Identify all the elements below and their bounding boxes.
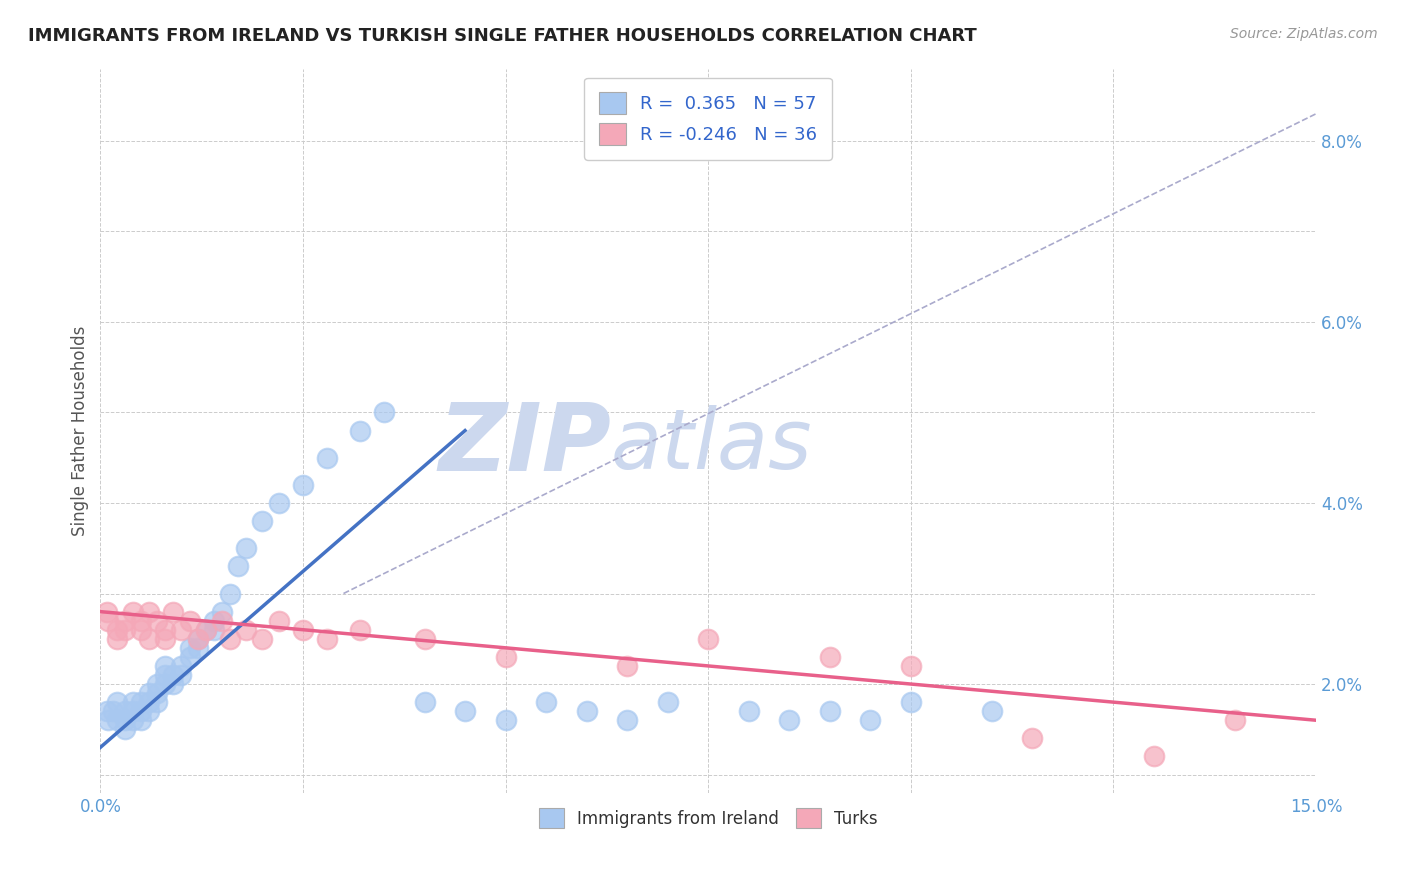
Point xyxy=(170,659,193,673)
Point xyxy=(211,614,233,628)
Point xyxy=(495,713,517,727)
Point xyxy=(114,723,136,737)
Point xyxy=(121,713,143,727)
Point xyxy=(267,496,290,510)
Point xyxy=(153,677,176,691)
Point xyxy=(179,649,201,664)
Point xyxy=(179,640,201,655)
Point xyxy=(738,704,761,718)
Point xyxy=(138,704,160,718)
Text: IMMIGRANTS FROM IRELAND VS TURKISH SINGLE FATHER HOUSEHOLDS CORRELATION CHART: IMMIGRANTS FROM IRELAND VS TURKISH SINGL… xyxy=(28,27,977,45)
Point xyxy=(534,695,557,709)
Point xyxy=(162,605,184,619)
Point xyxy=(114,623,136,637)
Point xyxy=(129,614,152,628)
Point xyxy=(146,677,169,691)
Point xyxy=(101,704,124,718)
Point xyxy=(202,614,225,628)
Point xyxy=(291,478,314,492)
Point xyxy=(900,659,922,673)
Point xyxy=(235,541,257,556)
Point xyxy=(413,695,436,709)
Point xyxy=(162,677,184,691)
Point xyxy=(138,695,160,709)
Point xyxy=(138,686,160,700)
Point xyxy=(146,614,169,628)
Point xyxy=(170,623,193,637)
Point xyxy=(187,632,209,646)
Point xyxy=(162,668,184,682)
Point xyxy=(194,623,217,637)
Point xyxy=(316,450,339,465)
Point xyxy=(495,649,517,664)
Point xyxy=(96,704,118,718)
Point xyxy=(818,649,841,664)
Point xyxy=(153,659,176,673)
Point xyxy=(179,614,201,628)
Point xyxy=(121,605,143,619)
Point xyxy=(1143,749,1166,764)
Point xyxy=(818,704,841,718)
Point xyxy=(153,668,176,682)
Point xyxy=(454,704,477,718)
Point xyxy=(114,713,136,727)
Point xyxy=(349,623,371,637)
Point xyxy=(129,713,152,727)
Point xyxy=(226,559,249,574)
Point xyxy=(153,632,176,646)
Point xyxy=(980,704,1002,718)
Point xyxy=(97,614,120,628)
Point xyxy=(697,632,720,646)
Point xyxy=(105,623,128,637)
Point xyxy=(97,713,120,727)
Point xyxy=(129,623,152,637)
Point xyxy=(859,713,882,727)
Point xyxy=(900,695,922,709)
Point xyxy=(96,605,118,619)
Point xyxy=(194,623,217,637)
Point xyxy=(187,632,209,646)
Point xyxy=(146,695,169,709)
Point xyxy=(252,632,274,646)
Point xyxy=(252,514,274,528)
Point xyxy=(129,695,152,709)
Point xyxy=(316,632,339,646)
Text: ZIP: ZIP xyxy=(439,399,612,491)
Point xyxy=(211,605,233,619)
Point xyxy=(616,659,638,673)
Text: atlas: atlas xyxy=(612,405,813,485)
Point xyxy=(138,605,160,619)
Y-axis label: Single Father Households: Single Father Households xyxy=(72,326,89,536)
Point xyxy=(202,623,225,637)
Point xyxy=(121,704,143,718)
Point xyxy=(267,614,290,628)
Point xyxy=(413,632,436,646)
Point xyxy=(616,713,638,727)
Point xyxy=(778,713,800,727)
Point xyxy=(105,713,128,727)
Point xyxy=(1021,731,1043,746)
Text: Source: ZipAtlas.com: Source: ZipAtlas.com xyxy=(1230,27,1378,41)
Point xyxy=(114,614,136,628)
Point xyxy=(291,623,314,637)
Point xyxy=(219,586,242,600)
Point xyxy=(105,632,128,646)
Point xyxy=(170,668,193,682)
Point xyxy=(373,405,395,419)
Point xyxy=(146,686,169,700)
Point xyxy=(349,424,371,438)
Point xyxy=(114,704,136,718)
Point xyxy=(219,632,242,646)
Point xyxy=(121,695,143,709)
Point xyxy=(129,704,152,718)
Point xyxy=(105,695,128,709)
Point xyxy=(657,695,679,709)
Point xyxy=(575,704,598,718)
Legend: Immigrants from Ireland, Turks: Immigrants from Ireland, Turks xyxy=(531,801,884,835)
Point xyxy=(187,640,209,655)
Point xyxy=(153,623,176,637)
Point xyxy=(235,623,257,637)
Point xyxy=(138,632,160,646)
Point xyxy=(1223,713,1246,727)
